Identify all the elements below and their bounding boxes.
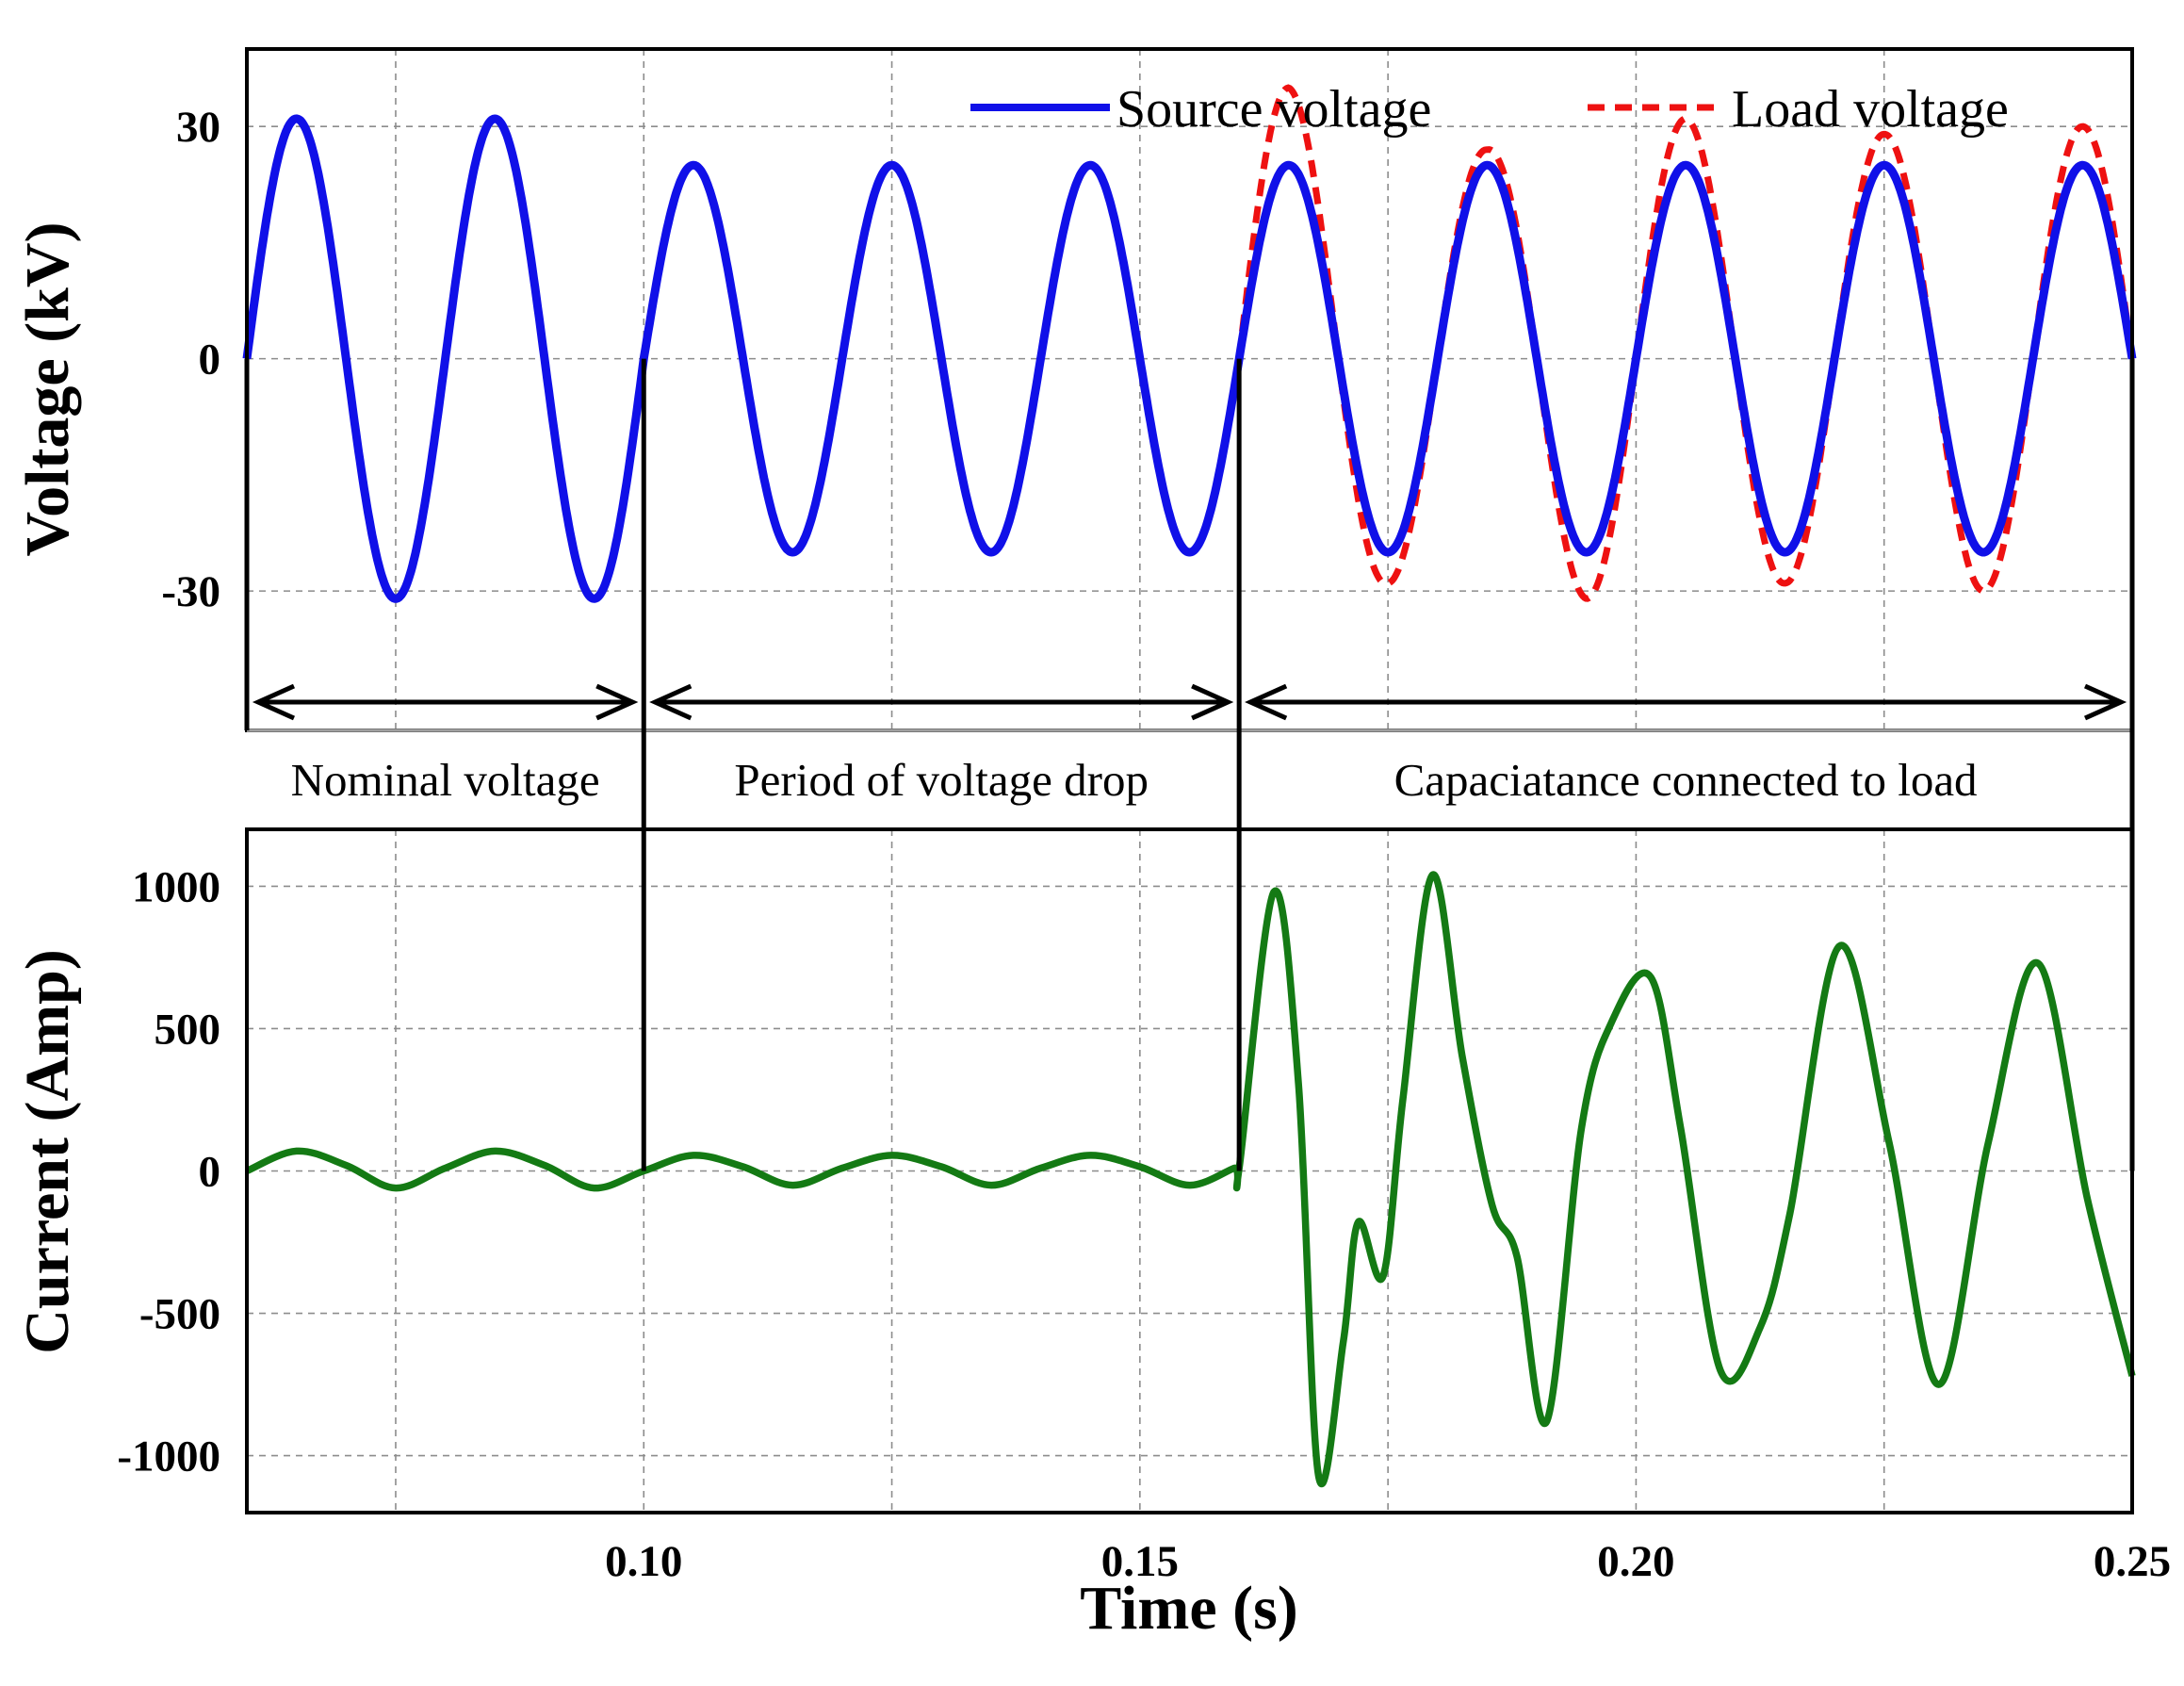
current-line [245, 871, 2136, 1488]
voltage-y-tick-labels: 30 0 -30 [161, 103, 220, 616]
region-span-arrow-right-head [595, 683, 639, 721]
legend-source-label: Source voltage [1116, 80, 1431, 139]
voltage-y-tick-label: 30 [176, 103, 220, 152]
x-tick-label: 0.20 [1597, 1537, 1674, 1586]
voltage-series-layer [242, 84, 2137, 603]
current-series-layer [245, 871, 2136, 1488]
x-axis-tick-labels: 0.10 0.15 0.20 0.25 [605, 1537, 2171, 1586]
x-tick-label: 0.25 [2094, 1537, 2171, 1586]
region-span-arrows [252, 683, 2127, 721]
region-span-arrow-left-head [1245, 683, 1288, 721]
current-y-tick-labels: 1000 500 0 -500 -1000 [117, 862, 220, 1481]
region-label: Period of voltage drop [734, 754, 1149, 806]
region-label: Nominal voltage [291, 754, 600, 806]
current-y-tick-label: 0 [199, 1148, 221, 1197]
voltage-y-tick-label: 0 [199, 336, 221, 385]
x-tick-label: 0.15 [1101, 1537, 1179, 1586]
x-tick-label: 0.10 [605, 1537, 682, 1586]
voltage-y-tick-label: -30 [161, 567, 220, 616]
legend-load-label: Load voltage [1732, 80, 2009, 139]
current-y-tick-label: 1000 [132, 862, 220, 911]
current-y-tick-label: 500 [155, 1005, 221, 1054]
source-voltage-line [242, 114, 2137, 603]
region-span-arrow-left-head [252, 683, 296, 721]
current-axis-title: Current (Amp) [13, 949, 82, 1354]
region-span-arrow-right-head [1191, 683, 1234, 721]
voltage-axis-title: Voltage (kV) [13, 221, 82, 556]
region-label: Capaciatance connected to load [1394, 754, 1978, 806]
event-marker-lines [244, 358, 2135, 1171]
region-labels: Nominal voltage Period of voltage drop Cap… [291, 754, 1978, 806]
current-y-tick-label: -1000 [117, 1432, 220, 1481]
legend: Source voltage Load voltage [970, 80, 2009, 139]
time-axis-title: Time (s) [1080, 1574, 1298, 1643]
region-span-arrow-left-head [649, 683, 693, 721]
region-span-arrow-right-head [2083, 683, 2127, 721]
current-y-tick-label: -500 [139, 1290, 220, 1339]
